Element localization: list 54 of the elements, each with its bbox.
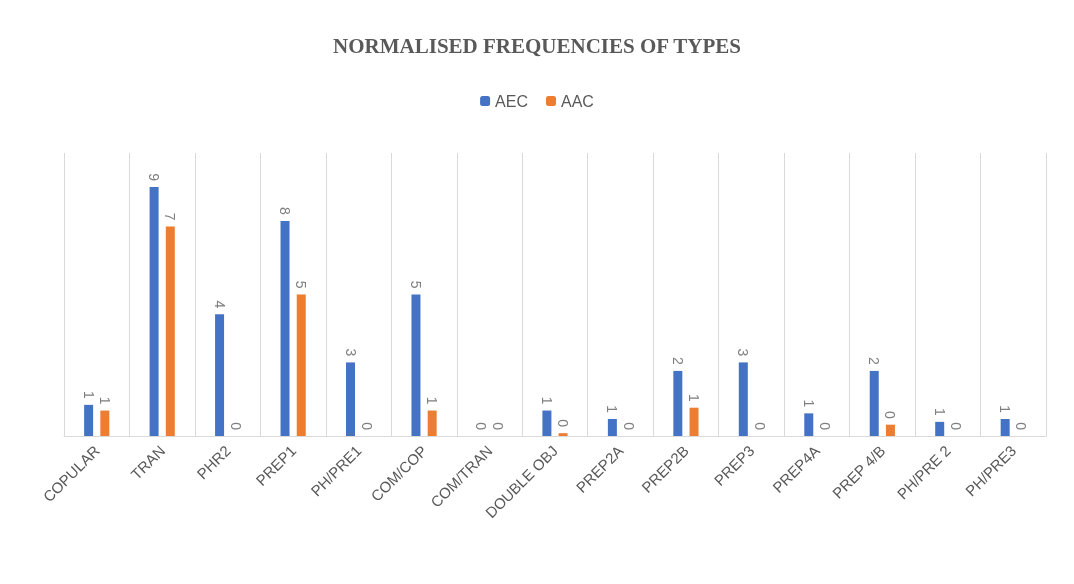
data-label: 0	[816, 422, 833, 431]
bar	[84, 404, 94, 436]
data-label: 1	[96, 396, 113, 405]
data-label: 0	[1013, 422, 1030, 431]
data-label: 1	[800, 399, 817, 408]
bar	[346, 362, 355, 436]
data-label: 8	[277, 207, 294, 216]
bar	[673, 370, 683, 436]
bar	[411, 294, 421, 436]
data-label: 1	[686, 393, 703, 402]
bar	[689, 407, 699, 436]
data-label: 0	[620, 422, 637, 431]
bar	[165, 226, 175, 436]
bar	[542, 410, 552, 436]
data-label: 0	[489, 422, 506, 431]
bar	[149, 186, 159, 436]
data-label: 1	[931, 408, 948, 417]
data-label: 3	[342, 348, 359, 357]
bar	[738, 362, 748, 436]
bar	[607, 419, 617, 436]
data-label: 0	[947, 422, 964, 431]
data-label: 3	[735, 348, 752, 357]
data-label: 0	[358, 422, 375, 431]
bar	[558, 433, 568, 436]
data-label: 5	[293, 280, 310, 289]
legend-label: AAC	[561, 92, 594, 110]
data-label: 5	[407, 280, 424, 289]
bar	[935, 421, 945, 436]
data-label: 0	[555, 419, 572, 428]
data-label: 1	[424, 396, 441, 405]
data-label: 2	[866, 357, 883, 366]
data-label: 1	[604, 405, 621, 414]
bar	[1000, 419, 1010, 436]
legend-label: AEC	[495, 92, 529, 110]
data-label: 9	[146, 173, 163, 182]
data-label: 1	[80, 391, 97, 400]
data-label: 2	[669, 357, 686, 366]
bar	[100, 410, 110, 436]
bar	[296, 294, 306, 436]
chart-title: NORMALISED FREQUENCIES OF TYPES	[333, 33, 741, 58]
bar	[885, 424, 895, 436]
data-label: 0	[882, 410, 899, 419]
bar	[804, 413, 814, 436]
data-label: 1	[997, 405, 1014, 414]
data-label: 0	[751, 422, 768, 431]
bar	[215, 314, 225, 436]
data-label: 4	[211, 300, 228, 309]
data-label: 7	[162, 212, 179, 221]
data-label: 0	[227, 422, 244, 431]
data-label: 1	[538, 396, 555, 405]
bar	[280, 220, 290, 436]
data-label: 0	[473, 422, 490, 431]
bar	[869, 370, 879, 436]
bar	[427, 410, 437, 436]
